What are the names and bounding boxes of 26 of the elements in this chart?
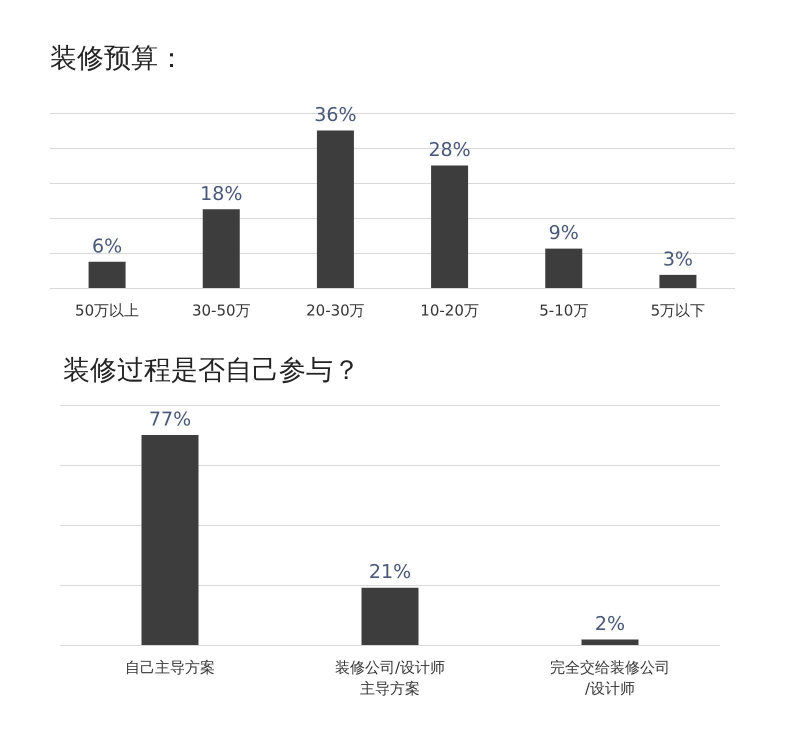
x-tick-label: 装修公司/设计师主导方案 [334,658,446,698]
data-label: 21% [368,561,412,584]
data-label: 77% [148,408,192,430]
bar [316,130,354,288]
bar [202,209,240,288]
data-label: 36% [314,104,357,126]
x-tick-label: 自己主导方案 [125,658,215,676]
chart-title: 装修预算： [50,43,185,74]
x-tick-label: 5-10万 [539,302,588,320]
x-tick-label: 10-20万 [420,302,479,320]
chart-title: 装修过程是否自己参与？ [63,355,360,386]
data-label: 2% [594,613,626,636]
x-tick-label: 30-50万 [192,302,251,320]
bar [545,248,582,288]
data-label: 18% [200,182,242,205]
bar [88,262,126,288]
x-tick-label: 50万以上 [75,302,140,320]
x-tick-label: 完全交给装修公司/设计师 [550,658,670,698]
data-label: 3% [662,248,693,270]
x-tick-label: 20-30万 [306,302,365,320]
data-label: 28% [428,139,471,161]
bar [659,274,696,288]
bar [431,166,468,288]
data-label: 6% [92,235,122,258]
x-tick-label: 5万以下 [650,302,706,320]
data-label: 9% [548,222,579,244]
